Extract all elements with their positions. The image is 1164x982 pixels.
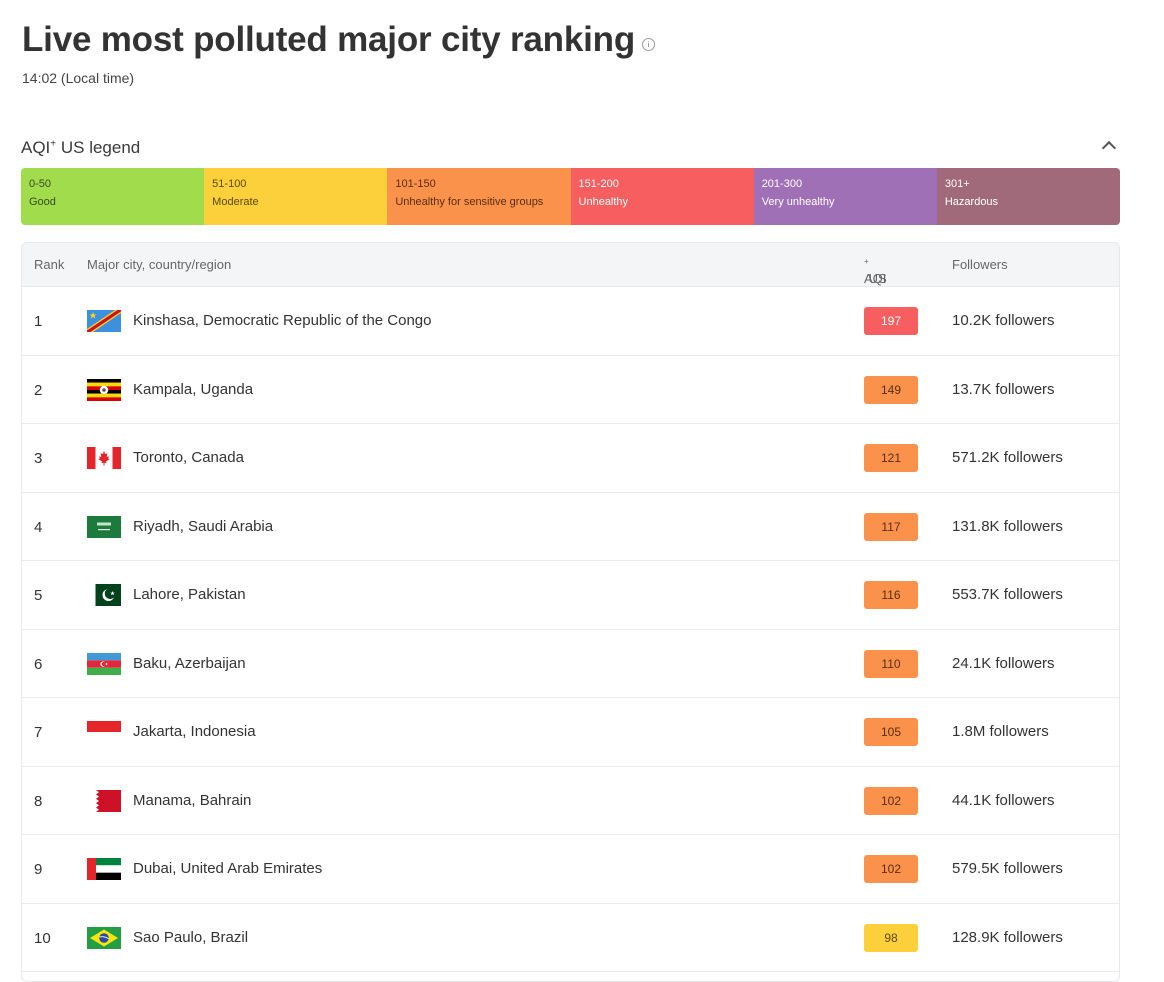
legend-segment: 51-100 Moderate xyxy=(204,168,388,225)
info-icon[interactable] xyxy=(642,37,655,51)
followers-count: 10.2K followers xyxy=(952,312,1055,329)
header-aqi-sup: + xyxy=(864,257,869,266)
table-row[interactable]: 6 Baku, Azerbaijan 110 24.1K followers xyxy=(22,630,1119,698)
table-row[interactable]: 8 Manama, Bahrain 102 44.1K followers xyxy=(22,767,1119,835)
city-link[interactable]: Kinshasa, Democratic Republic of the Con… xyxy=(133,312,432,329)
aqi-badge: 110 xyxy=(864,649,918,678)
flag-bahrain-icon xyxy=(87,789,121,812)
city-link[interactable]: Dubai, United Arab Emirates xyxy=(133,860,323,877)
rank-cell: 9 xyxy=(34,861,43,878)
legend-title-prefix: AQI xyxy=(21,138,51,157)
rank-cell: 5 xyxy=(34,587,43,604)
followers-count: 571.2K followers xyxy=(952,449,1063,466)
header-city: Major city, country/region xyxy=(87,257,232,272)
city-link[interactable]: Jakarta, Indonesia xyxy=(133,723,256,740)
legend-header[interactable]: AQI+ US legend xyxy=(21,138,1120,160)
aqi-badge: 149 xyxy=(864,375,918,404)
flag-pakistan-icon xyxy=(87,584,121,606)
legend-label: Good xyxy=(29,196,56,208)
aqi-badge: 102 xyxy=(864,786,918,815)
page-title-text: Live most polluted major city ranking xyxy=(22,20,635,59)
followers-count: 13.7K followers xyxy=(952,380,1055,398)
city-link[interactable]: Manama, Bahrain xyxy=(133,791,252,809)
table-header: Rank Major city, country/region AQI + US … xyxy=(22,243,1119,287)
table-body: 1 Kinshasa, Democratic Republic of the Co… xyxy=(22,287,1119,972)
flag-azerbaijan-icon xyxy=(87,652,121,675)
chevron-up-icon[interactable] xyxy=(1101,140,1117,156)
table-row[interactable]: 2 Kampala, Uganda 149 13.7K followers xyxy=(22,356,1119,424)
legend-range: 151-200 xyxy=(578,178,619,190)
aqi-legend-bar: 0-50 Good 51-100 Moderate 101-150 Unhealthy f… xyxy=(21,168,1120,225)
header-aqi-suffix: US xyxy=(868,271,887,286)
table-row[interactable]: 3 Toronto, Canada 121 571.2K followers xyxy=(22,424,1119,493)
aqi-badge: 102 xyxy=(864,855,918,883)
city-link[interactable]: Lahore, Pakistan xyxy=(133,586,246,603)
city-link[interactable]: Baku, Azerbaijan xyxy=(133,654,246,672)
aqi-badge: 98 xyxy=(864,923,918,952)
legend-label: Moderate xyxy=(212,196,259,208)
legend-title-suffix: US legend xyxy=(56,138,141,157)
table-row[interactable]: 10 Sao Paulo, Brazil 98 128.9K followers xyxy=(22,904,1119,972)
legend-segment: 101-150 Unhealthy for sensitive groups xyxy=(387,168,571,225)
city-link[interactable]: Riyadh, Saudi Arabia xyxy=(133,517,274,535)
legend-range: 0-50 xyxy=(29,178,52,190)
aqi-badge: 197 xyxy=(864,307,918,335)
legend-label: Very unhealthy xyxy=(761,196,835,208)
header-aqi-prefix: AQI xyxy=(864,271,887,286)
legend-range: 201-300 xyxy=(761,178,803,190)
followers-count: 24.1K followers xyxy=(952,654,1055,672)
legend-segment: 151-200 Unhealthy xyxy=(570,168,754,225)
legend-segment: 0-50 Good xyxy=(21,168,205,225)
city-link[interactable]: Kampala, Uganda xyxy=(133,380,254,398)
legend-title-sup: + xyxy=(50,138,57,150)
rank-cell: 1 xyxy=(34,313,43,330)
table-row[interactable]: 7 Jakarta, Indonesia 105 1.8M followers xyxy=(22,698,1119,767)
rank-cell: 6 xyxy=(34,655,43,673)
followers-count: 579.5K followers xyxy=(952,860,1063,877)
ranking-table: Rank Major city, country/region AQI + US … xyxy=(21,242,1120,982)
legend-title: AQI+ US legend xyxy=(21,138,140,157)
legend-label: Hazardous xyxy=(944,196,999,208)
table-row[interactable]: 5 Lahore, Pakistan 116 553.7K followers xyxy=(22,561,1119,630)
aqi-badge: 121 xyxy=(864,444,918,472)
followers-count: 1.8M followers xyxy=(952,723,1049,740)
legend-segment: 301+ Hazardous xyxy=(936,168,1120,225)
flag-saudi-arabia-icon xyxy=(87,515,121,538)
followers-count: 131.8K followers xyxy=(952,517,1063,535)
rank-cell: 7 xyxy=(34,724,43,741)
flag-uae-icon xyxy=(87,858,121,880)
rank-cell: 3 xyxy=(34,450,43,467)
rank-cell: 8 xyxy=(34,792,43,810)
followers-count: 553.7K followers xyxy=(952,586,1063,603)
table-row[interactable]: 9 Dubai, United Arab Emirates 102 579.5K fo… xyxy=(22,835,1119,904)
flag-drc-icon xyxy=(87,310,121,332)
legend-range: 51-100 xyxy=(212,178,247,190)
city-link[interactable]: Toronto, Canada xyxy=(133,449,244,466)
rank-cell: 4 xyxy=(34,518,43,536)
rank-cell: 10 xyxy=(34,929,51,947)
table-row[interactable]: 4 Riyadh, Saudi Arabia 117 131.8K followers xyxy=(22,493,1119,561)
legend-segment: 201-300 Very unhealthy xyxy=(753,168,937,225)
legend-range: 101-150 xyxy=(395,178,436,190)
flag-brazil-icon xyxy=(87,926,121,949)
followers-count: 128.9K followers xyxy=(952,928,1063,946)
page-title: Live most polluted major city ranking xyxy=(22,20,655,60)
header-rank: Rank xyxy=(34,257,65,272)
rank-cell: 2 xyxy=(34,381,43,399)
followers-count: 44.1K followers xyxy=(952,791,1055,809)
local-time: 14:02 (Local time) xyxy=(22,70,135,86)
city-link[interactable]: Sao Paulo, Brazil xyxy=(133,928,249,946)
legend-range: 301+ xyxy=(944,178,970,190)
aqi-badge: 105 xyxy=(864,718,918,746)
header-aqi: AQI + US xyxy=(864,257,887,286)
header-followers: Followers xyxy=(952,257,1008,272)
flag-canada-icon xyxy=(87,447,121,469)
flag-indonesia-icon xyxy=(87,721,121,743)
legend-label: Unhealthy xyxy=(578,196,629,208)
aqi-badge: 117 xyxy=(864,512,918,541)
aqi-badge: 116 xyxy=(864,581,918,609)
table-row[interactable]: 1 Kinshasa, Democratic Republic of the Co… xyxy=(22,287,1119,356)
flag-uganda-icon xyxy=(87,378,121,401)
legend-label: Unhealthy for sensitive groups xyxy=(395,196,544,208)
